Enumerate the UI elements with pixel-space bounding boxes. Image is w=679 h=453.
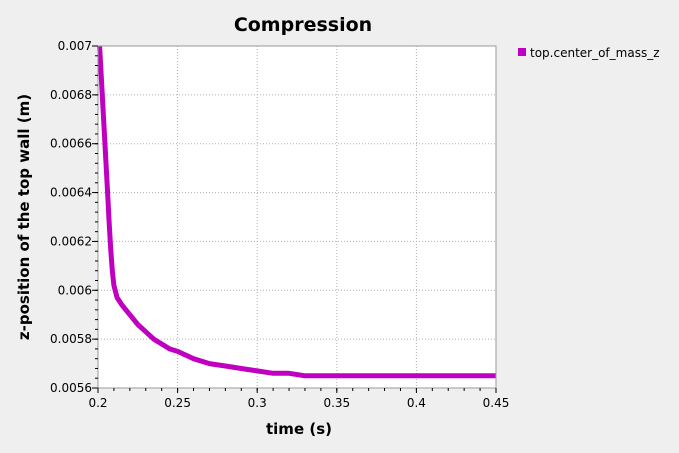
y-tick-label: 0.0062 (50, 234, 92, 248)
x-tick-label: 0.35 (323, 396, 350, 410)
legend-swatch (518, 48, 526, 56)
chart-title: Compression (234, 14, 372, 36)
y-axis-label: z-position of the top wall (m) (15, 94, 33, 340)
legend-label: top.center_of_mass_z (530, 46, 660, 60)
series-layer (97, 45, 496, 379)
x-tick-label: 0.25 (164, 396, 191, 410)
x-tick-label: 0.4 (407, 396, 426, 410)
y-tick-label: 0.007 (58, 39, 92, 53)
x-tick-label: 0.45 (483, 396, 510, 410)
y-tick-label: 0.0058 (50, 332, 92, 346)
x-axis-label: time (s) (266, 420, 332, 438)
x-tick-labels: 0.2 0.25 0.3 0.35 0.4 0.45 (88, 396, 509, 410)
series-line (97, 45, 496, 379)
legend: top.center_of_mass_z (518, 46, 660, 60)
x-tick-label: 0.3 (248, 396, 267, 410)
plot-frame (97, 45, 497, 389)
tick-marks (92, 45, 497, 393)
x-tick-label: 0.2 (88, 396, 107, 410)
y-tick-label: 0.0066 (50, 137, 92, 151)
plot-area (98, 46, 496, 388)
y-tick-label: 0.0064 (50, 186, 92, 200)
y-tick-label: 0.0056 (50, 381, 92, 395)
y-tick-label: 0.006 (58, 283, 92, 297)
y-tick-labels: 0.0056 0.0058 0.006 0.0062 0.0064 0.0066 0.006… (50, 39, 92, 395)
y-tick-label: 0.0068 (50, 88, 92, 102)
